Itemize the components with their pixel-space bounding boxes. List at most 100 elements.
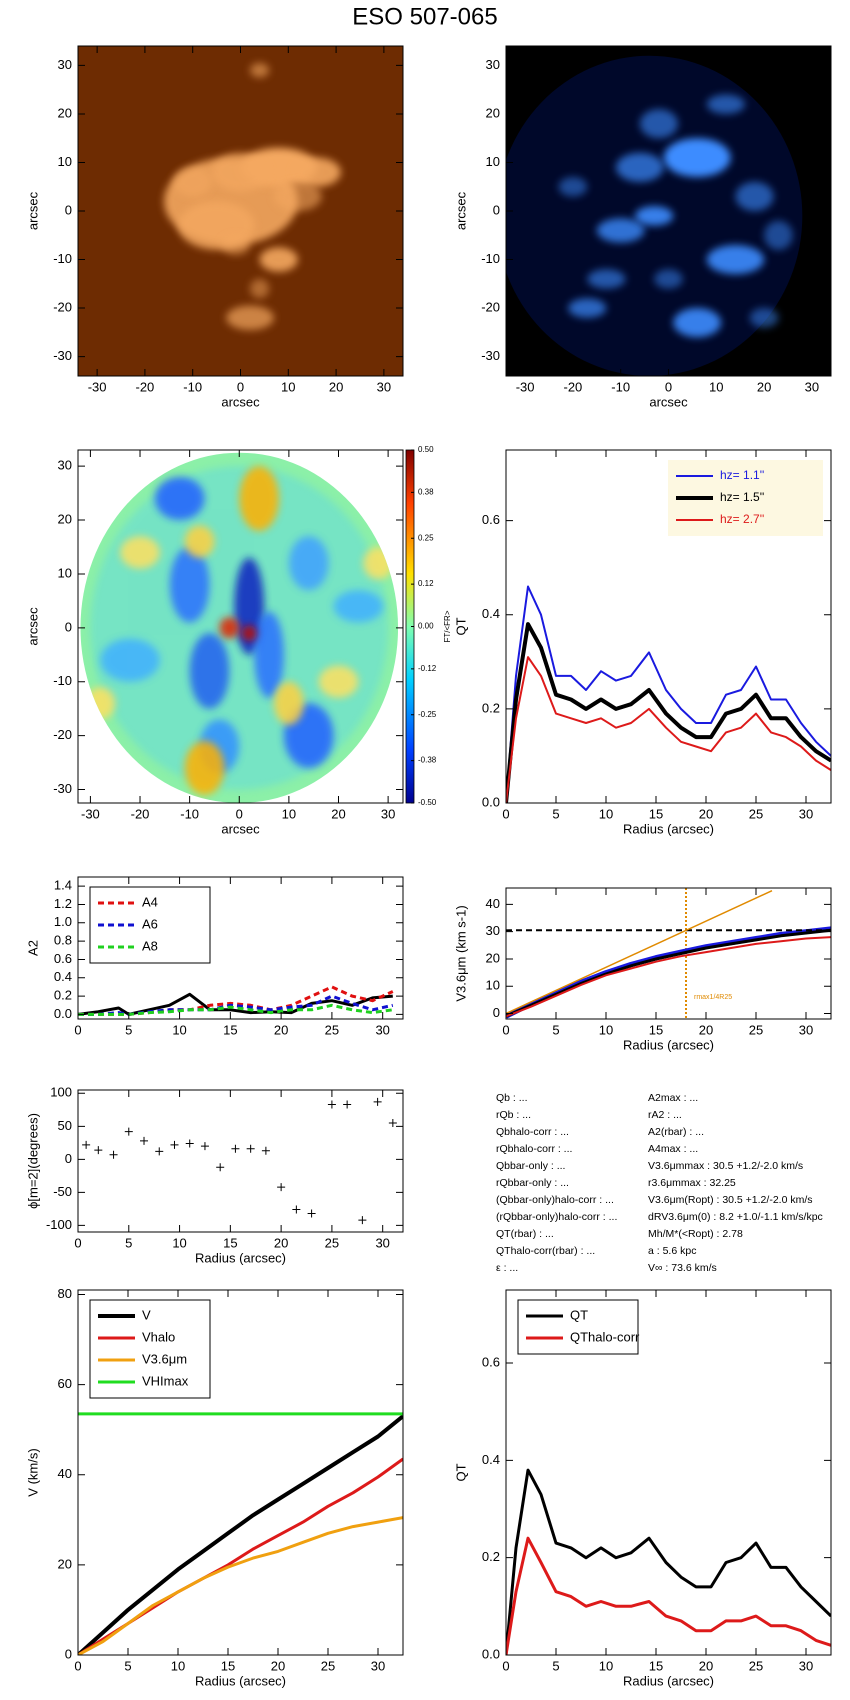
- parameter-line: A2(rbar) : ...: [648, 1126, 704, 1138]
- x-tick-label: 20: [274, 1235, 288, 1250]
- y-tick-label: 0: [493, 202, 500, 217]
- scatter-point: [358, 1216, 367, 1225]
- image-blob: [211, 152, 270, 192]
- scatter-point: [216, 1163, 225, 1172]
- y-tick-label: 0: [493, 1005, 500, 1020]
- y-tick-label: 80: [58, 1286, 72, 1301]
- x-tick-label: 25: [325, 1235, 339, 1250]
- colorbar-tick-label: 0.00: [418, 622, 434, 631]
- x-tick-label: 30: [375, 1235, 389, 1250]
- parameter-line: V3.6μm(Ropt) : 30.5 +1.2/-2.0 km/s: [648, 1194, 813, 1206]
- y-tick-label: 30: [486, 57, 500, 72]
- x-tick-label: -20: [564, 379, 583, 394]
- figure-title: ESO 507-065: [352, 3, 497, 30]
- panel: 0 5 10 15 20 25 30 -100 -50 0 50 100 Radius (arcsec)…: [25, 1085, 404, 1265]
- y-tick-label: 0.8: [54, 933, 72, 948]
- y-axis-label: QT: [453, 617, 468, 635]
- image-blob: [226, 305, 274, 330]
- image-blob: [293, 157, 341, 187]
- x-tick-label: 0: [237, 379, 244, 394]
- plot-area: [82, 1097, 397, 1225]
- plot-frame: [505, 1289, 832, 1656]
- x-tick-label: 30: [799, 1658, 813, 1673]
- parameter-line: V∞ : 73.6 km/s: [648, 1262, 717, 1274]
- y-tick-label: 20: [486, 950, 500, 965]
- colorbar-tick-label: -0.38: [418, 756, 437, 765]
- legend-label: hz= 1.5'': [720, 490, 764, 504]
- image-blob: [221, 235, 251, 255]
- legend-label: QThalo-corr: [570, 1329, 640, 1344]
- image-blob: [673, 308, 722, 338]
- x-tick-label: 10: [599, 806, 613, 821]
- parameter-line: QT(rbar) : ...: [496, 1228, 554, 1240]
- y-tick-label: 10: [486, 978, 500, 993]
- scatter-point: [109, 1150, 118, 1159]
- x-tick-label: 5: [552, 806, 559, 821]
- series-line: [506, 890, 773, 1015]
- scatter-point: [246, 1144, 255, 1153]
- y-tick-label: 20: [58, 1556, 72, 1571]
- series-line: [506, 936, 831, 1018]
- y-tick-label: 1.4: [54, 878, 72, 893]
- image-blob: [596, 218, 645, 243]
- colorbar-tick-label: 0.38: [418, 487, 434, 496]
- image-blob: [273, 181, 322, 211]
- parameter-line: (Qbbar-only)halo-corr : ...: [496, 1194, 614, 1206]
- y-axis-label: V (km/s): [25, 1448, 40, 1496]
- y-tick-label: -20: [481, 299, 500, 314]
- series-line: [78, 992, 393, 1016]
- x-tick-label: -20: [136, 379, 155, 394]
- y-tick-label: 0.0: [482, 1646, 500, 1661]
- scatter-point: [292, 1205, 301, 1214]
- panel: hz= 1.1'' hz= 1.5'' hz= 2.7'' 0 5 10 15 20 25 30 0…: [453, 449, 832, 836]
- y-tick-label: 0: [65, 619, 72, 634]
- plot-area: [78, 985, 394, 1016]
- x-tick-label: 5: [125, 1022, 132, 1037]
- heatmap-blob: [219, 617, 240, 639]
- y-tick-label: -50: [53, 1184, 72, 1199]
- parameter-panel: Qb : ... rQb : ... Qbhalo-corr : ... rQbhal…: [496, 1092, 823, 1274]
- y-tick-label: 10: [58, 154, 72, 169]
- legend-box: [517, 1299, 639, 1355]
- image-blob: [558, 177, 588, 197]
- y-tick-label: -20: [53, 299, 72, 314]
- x-tick-label: 20: [757, 379, 771, 394]
- legend-label: VHImax: [142, 1373, 189, 1388]
- heatmap-blob: [100, 638, 160, 682]
- x-tick-label: 10: [172, 1235, 186, 1250]
- scatter-point: [307, 1209, 316, 1218]
- x-tick-label: 0: [502, 806, 509, 821]
- panel: -30 -20 -10 0 10 20 30 -30 -20 -10 0 10 20 30 arcsec ar…: [25, 45, 404, 409]
- y-tick-label: 0: [65, 202, 72, 217]
- heatmap-blob: [85, 687, 116, 720]
- legend-label: A6: [142, 916, 158, 931]
- x-tick-label: 20: [271, 1658, 285, 1673]
- y-tick-label: 0.4: [482, 606, 500, 621]
- x-tick-label: 10: [709, 379, 723, 394]
- scatter-point: [185, 1139, 194, 1148]
- series-line: [506, 656, 831, 803]
- x-tick-label: 5: [552, 1022, 559, 1037]
- x-tick-label: 10: [282, 806, 296, 821]
- x-tick-label: 10: [599, 1658, 613, 1673]
- y-tick-label: 0: [65, 1646, 72, 1661]
- y-tick-label: 0.2: [482, 1549, 500, 1564]
- y-tick-label: 1.2: [54, 896, 72, 911]
- colorbar-label: FT/<FR>: [443, 610, 452, 642]
- x-tick-label: 25: [325, 1022, 339, 1037]
- image-blob: [663, 138, 731, 178]
- heatmap-blob: [239, 466, 279, 531]
- scatter-point: [94, 1146, 103, 1155]
- image-blob: [568, 298, 607, 318]
- y-axis-label: arcsec: [453, 191, 468, 230]
- x-tick-label: 15: [649, 1022, 663, 1037]
- colorbar-tick-label: -0.12: [418, 664, 437, 673]
- scatter-point: [343, 1100, 352, 1109]
- x-tick-label: 30: [377, 379, 391, 394]
- parameter-line: a : 5.6 kpc: [648, 1245, 696, 1257]
- heatmap-blob: [154, 476, 205, 521]
- y-tick-label: -10: [53, 251, 72, 266]
- image-blob: [706, 244, 765, 275]
- y-tick-label: -30: [53, 781, 72, 796]
